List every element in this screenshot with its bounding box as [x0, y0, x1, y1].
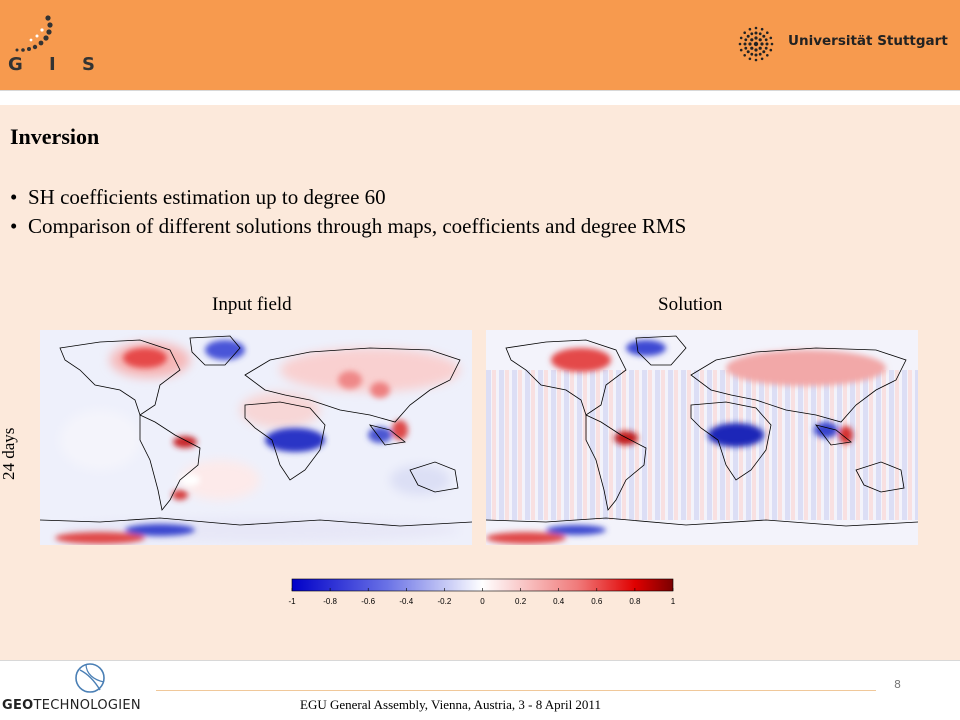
colorbar-tick-label: 0: [480, 597, 485, 606]
page-number: 8: [894, 678, 901, 691]
bullet-item: • SH coefficients estimation up to degree…: [10, 183, 686, 212]
geo-text-bold: GEO: [2, 698, 34, 713]
bullet-dot-icon: •: [10, 185, 18, 209]
gis-logo-text: G I S: [8, 54, 105, 75]
bullet-dot-icon: •: [10, 214, 18, 238]
colorbar-ticks: -1 -0.8 -0.6 -0.4 -0.2 0 0.2 0.4 0.6 0.8 1: [288, 588, 676, 606]
solution-label: Solution: [658, 294, 723, 315]
bullet-text: SH coefficients estimation up to degree …: [28, 185, 386, 209]
header-gap: [0, 91, 960, 105]
gis-logo-icon: [15, 15, 53, 52]
colorbar-tick-label: 0.2: [515, 597, 527, 606]
solution-map: [486, 330, 918, 545]
colorbar-tick-label: -0.2: [438, 597, 452, 606]
slide-title: Inversion: [10, 124, 100, 149]
bullet-text: Comparison of different solutions throug…: [28, 214, 687, 238]
colorbar-tick-label: 1: [671, 597, 676, 606]
colorbar-tick-label: -0.4: [399, 597, 413, 606]
university-logo-icon: [738, 26, 774, 62]
colorbar-tick-label: -1: [288, 597, 296, 606]
geotechnologien-logo-text: GEOTECHNOLOGIEN: [2, 698, 141, 713]
university-name: Universität Stuttgart: [788, 33, 948, 49]
bullet-list: • SH coefficients estimation up to degree…: [10, 183, 686, 241]
bullet-item: • Comparison of different solutions throu…: [10, 212, 686, 241]
colorbar-tick-label: 0.8: [629, 597, 641, 606]
colorbar: -1 -0.8 -0.6 -0.4 -0.2 0 0.2 0.4 0.6 0.8 1: [288, 578, 676, 606]
colorbar-tick-label: 0.6: [591, 597, 603, 606]
footer-divider: [156, 690, 876, 691]
header-bar: G I S Universität Stuttgart: [0, 0, 960, 91]
input-field-map: [40, 330, 472, 545]
colorbar-tick-label: 0.4: [553, 597, 565, 606]
geotechnologien-logo-icon: [75, 663, 105, 693]
slide-content: Inversion • SH coefficients estimation up…: [0, 105, 960, 661]
colorbar-tick-label: -0.8: [323, 597, 337, 606]
input-field-label: Input field: [212, 294, 292, 315]
geo-text-rest: TECHNOLOGIEN: [33, 698, 141, 713]
footer-conference: EGU General Assembly, Vienna, Austria, 3…: [300, 697, 601, 712]
colorbar-tick-label: -0.6: [361, 597, 375, 606]
